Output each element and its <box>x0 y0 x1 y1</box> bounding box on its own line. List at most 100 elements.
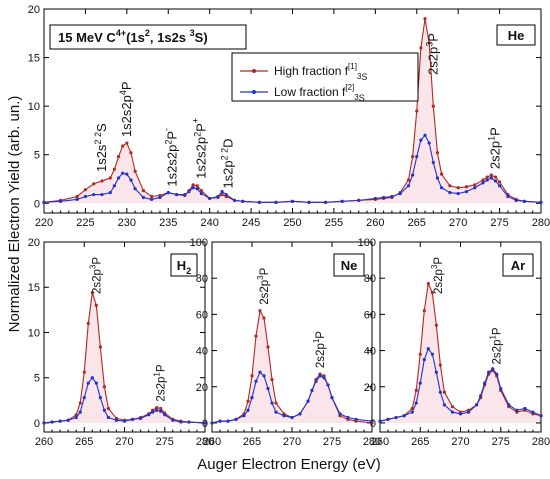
peak-label-multiplicity: 2 <box>192 132 202 137</box>
data-point-low <box>426 347 430 351</box>
title-charge: 4+ <box>116 28 126 38</box>
data-point-high <box>423 17 427 21</box>
data-point-low <box>487 370 491 374</box>
data-point-low <box>499 386 503 391</box>
data-point-low <box>290 199 295 203</box>
data-point-low <box>373 196 377 201</box>
data-point-high <box>270 377 274 382</box>
x-tick-label: 260 <box>203 436 221 448</box>
x-tick-label: 235 <box>159 217 177 229</box>
data-point-low <box>378 419 382 423</box>
data-point-high <box>108 176 112 180</box>
peak-label-multiplicity: 3 <box>424 42 434 47</box>
y-tick-label: 20 <box>364 382 376 394</box>
data-point-low <box>318 374 322 378</box>
peak-label-config: 1s2s <box>94 144 109 172</box>
data-point-low <box>306 399 310 403</box>
y-tick-label: 0 <box>34 418 40 430</box>
data-point-low <box>250 396 254 400</box>
data-point-low <box>58 419 62 423</box>
legend-label: Low fraction f[2]3S <box>274 83 365 103</box>
data-point-low <box>66 418 70 422</box>
data-point-low <box>241 199 245 203</box>
y-tick-label: 10 <box>28 327 40 339</box>
data-point-low <box>150 197 154 201</box>
peak-label: 2s2p3P <box>88 257 103 294</box>
data-point-low <box>418 381 422 385</box>
data-point-low <box>258 370 262 374</box>
peak-label-term: P <box>425 33 440 42</box>
peak-label-parity: - <box>161 128 171 131</box>
peak-label-term: P <box>156 364 168 372</box>
series-line-low <box>379 347 542 422</box>
data-point-low <box>507 403 511 407</box>
data-point-low <box>208 196 212 201</box>
peak-label: 2s2p1P <box>489 327 504 364</box>
data-point-high <box>220 192 224 197</box>
target-label: Ne <box>341 258 358 273</box>
data-point-low <box>274 200 278 204</box>
x-tick-label: 275 <box>492 436 510 448</box>
data-point-low <box>191 186 195 190</box>
data-point-low <box>411 173 415 177</box>
data-point-high <box>141 189 145 193</box>
data-point-low <box>466 410 471 414</box>
data-point-low <box>346 415 350 420</box>
peak-label-config: 2s2p <box>91 269 103 294</box>
data-point-low <box>423 133 427 137</box>
data-point-low <box>116 176 121 180</box>
data-point-low <box>386 417 390 421</box>
x-tick-label: 275 <box>323 436 341 448</box>
data-point-low <box>141 195 145 200</box>
title-superscript: 2 <box>145 28 150 38</box>
legend-subscript: 3 <box>354 93 359 102</box>
title-mid: , 1s2s <box>150 30 190 45</box>
data-point-low <box>430 352 434 356</box>
data-point-low <box>174 192 179 197</box>
target-label: H2 <box>177 258 191 276</box>
peak-label-multiplicity: 1 <box>312 338 321 343</box>
data-point-high <box>254 334 258 338</box>
data-point-low <box>330 396 334 400</box>
data-point-low <box>298 412 302 416</box>
data-point-high <box>406 178 411 182</box>
data-point-high <box>450 405 455 409</box>
data-point-low <box>94 381 98 385</box>
data-point-low <box>78 410 82 414</box>
data-point-low <box>108 191 112 195</box>
x-tick-label: 275 <box>156 436 174 448</box>
peak-label: 2s2p3P <box>430 257 445 294</box>
data-point-high <box>112 167 117 171</box>
data-point-low <box>485 178 489 182</box>
peak-label-term: P <box>259 267 271 275</box>
peak-label-multiplicity: 1 <box>486 136 496 141</box>
bottom-right-panel-ar: 260 265 270 275 2800204060801002s2p3P2s2p1PA… <box>358 237 550 448</box>
peak-label-term: P <box>91 257 103 265</box>
data-point-low <box>139 416 143 421</box>
data-point-low <box>414 401 418 405</box>
data-point-high <box>121 144 125 148</box>
data-point-low <box>539 414 543 418</box>
y-tick-label: 20 <box>28 4 40 16</box>
data-point-low <box>254 379 258 383</box>
data-point-low <box>100 192 104 197</box>
data-point-high <box>75 194 79 199</box>
peak-label-multiplicity: 1 <box>153 372 162 377</box>
peak-shading-h2 <box>44 292 205 423</box>
peak-label-term: S <box>94 123 109 132</box>
bottom-middle-panel-ne: 260 265 270 275 2800204060801002s2p3P2s2p1PN… <box>190 237 382 448</box>
data-point-high <box>481 178 485 182</box>
title-multiplicity: 3 <box>190 28 195 38</box>
data-point-low <box>171 418 175 422</box>
data-point-low <box>394 415 398 420</box>
y-tick-label: 0 <box>34 198 40 210</box>
data-point-low <box>438 390 442 394</box>
data-point-low <box>183 192 187 197</box>
x-tick-label: 265 <box>75 436 93 448</box>
y-axis-label: Normalized Electron Yield (arb. un.) <box>6 96 23 333</box>
legend-superscript: [2] <box>345 83 354 92</box>
target-subscript: 2 <box>186 266 191 276</box>
x-tick-label: 260 <box>371 436 389 448</box>
target-box <box>496 24 536 46</box>
